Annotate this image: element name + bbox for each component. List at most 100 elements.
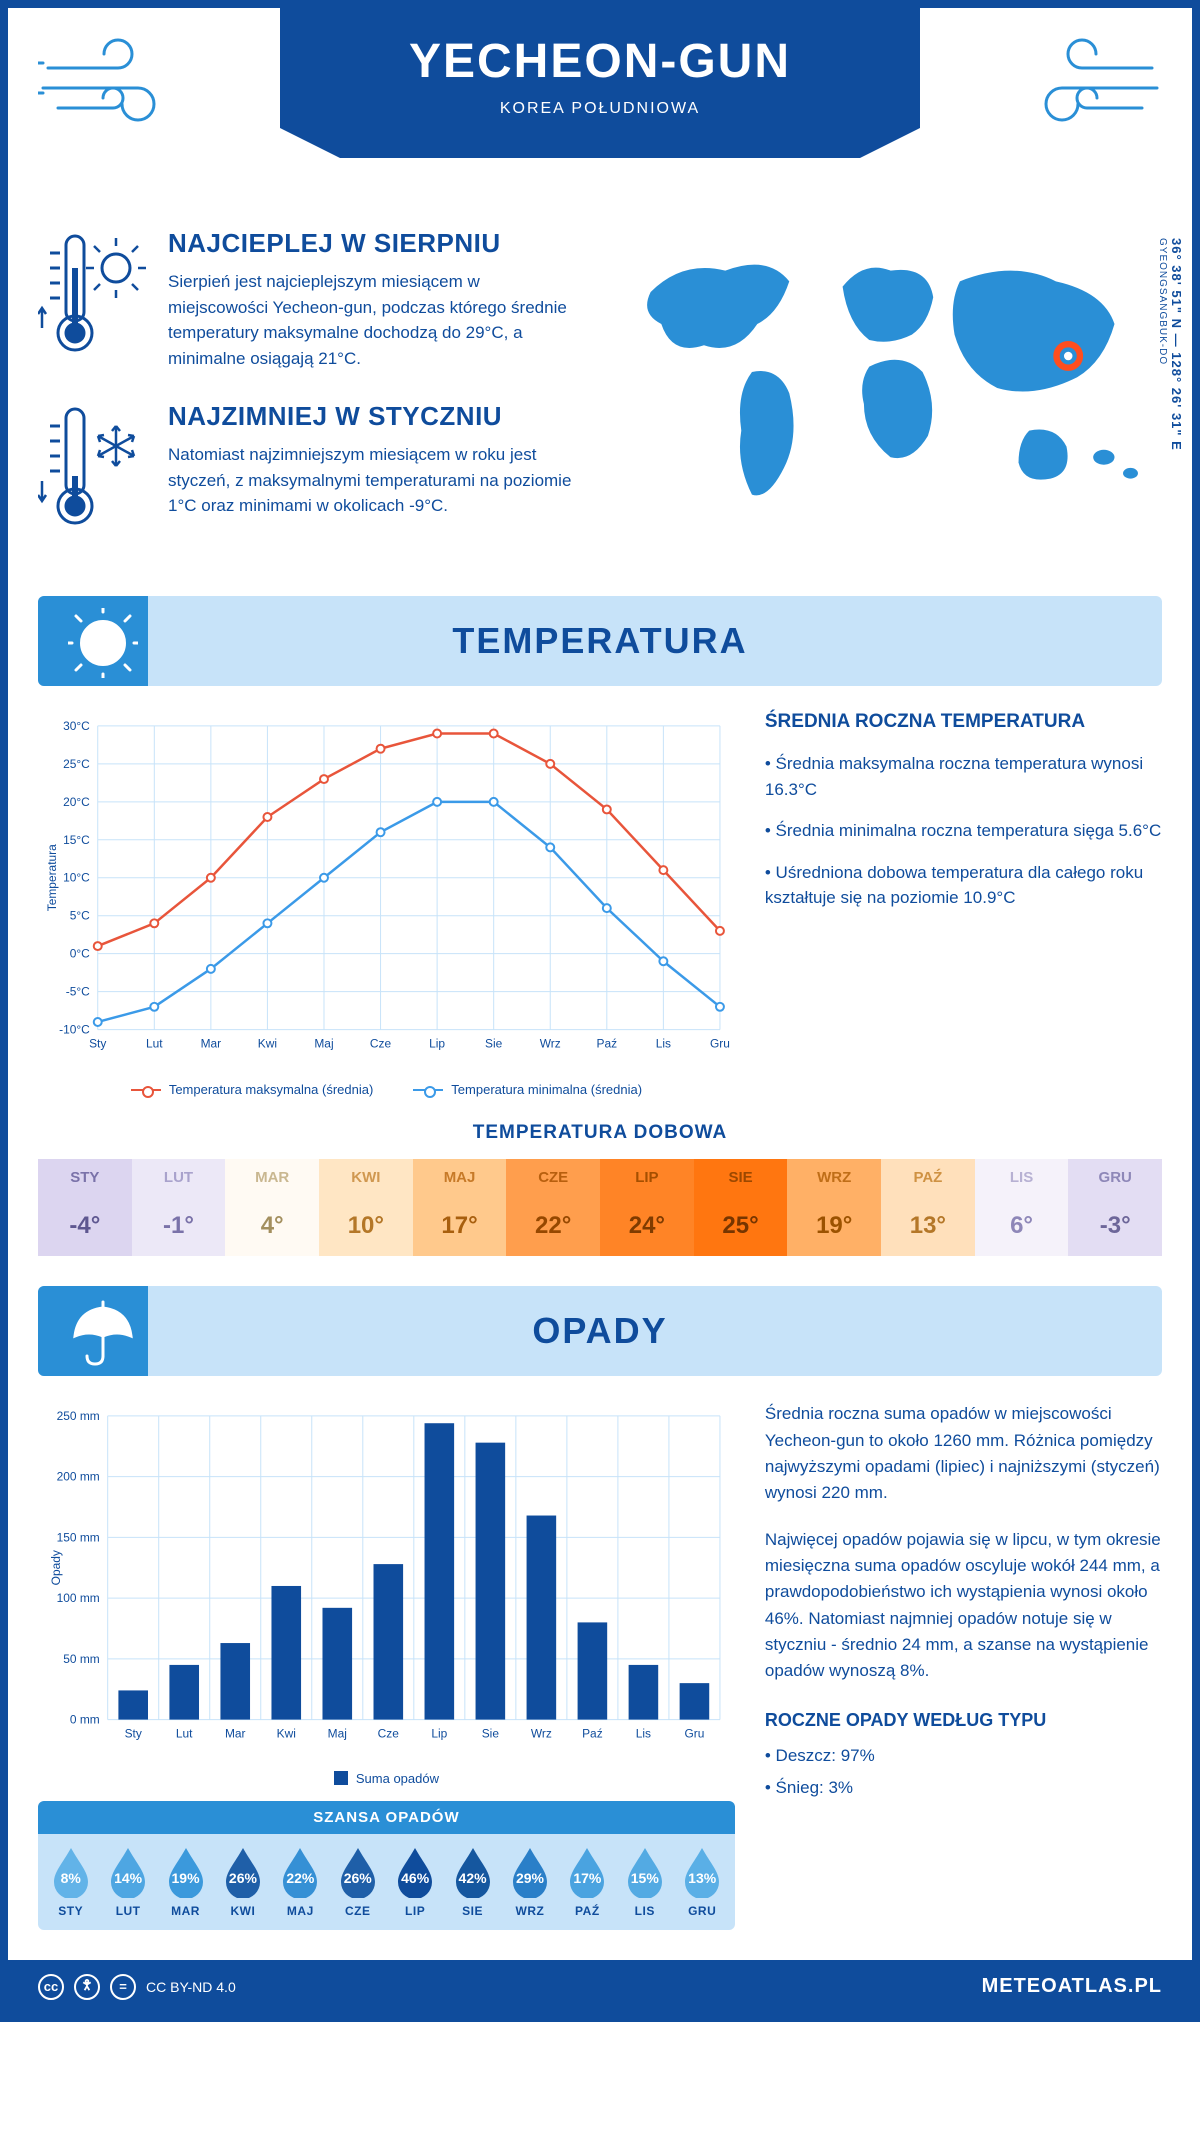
svg-text:Lis: Lis [636,1727,651,1741]
page-subtitle: KOREA POŁUDNIOWA [280,100,920,118]
chance-title: SZANSA OPADÓW [38,1801,735,1834]
svg-text:Opady: Opady [49,1551,63,1586]
daily-temp-cell: MAJ17° [413,1159,507,1256]
svg-text:Lut: Lut [146,1036,163,1050]
daily-temp-cell: LIP24° [600,1159,694,1256]
precip-text: Średnia roczna suma opadów w miejscowośc… [765,1401,1162,1929]
legend-min-label: Temperatura minimalna (średnia) [451,1082,642,1097]
daily-temp-cell: WRZ19° [787,1159,881,1256]
title-banner: YECHEON-GUN KOREA POŁUDNIOWA [280,8,920,158]
daily-temp-cell: GRU-3° [1068,1159,1162,1256]
coordinates: 36° 38' 51" N — 128° 26' 31" E [1169,238,1184,451]
daily-temp-cell: MAR4° [225,1159,319,1256]
chance-cell: 19% MAR [157,1846,214,1918]
daily-temp-cell: CZE22° [506,1159,600,1256]
site-brand: METEOATLAS.PL [982,1975,1162,1998]
chance-cell: 46% LIP [386,1846,443,1918]
svg-text:Temperatura: Temperatura [45,844,59,911]
umbrella-icon [68,1298,138,1368]
legend-max-label: Temperatura maksymalna (średnia) [169,1082,373,1097]
raindrop-icon: 15% [624,1846,666,1898]
raindrop-icon: 29% [509,1846,551,1898]
precip-p2: Najwięcej opadów pojawia się w lipcu, w … [765,1527,1162,1685]
svg-text:Lip: Lip [431,1727,447,1741]
svg-text:200 mm: 200 mm [57,1470,100,1484]
svg-text:Wrz: Wrz [540,1036,561,1050]
chance-cell: 42% SIE [444,1846,501,1918]
sun-icon [68,608,138,678]
raindrop-icon: 8% [50,1846,92,1898]
svg-text:15°C: 15°C [63,833,90,847]
svg-text:25°C: 25°C [63,757,90,771]
temperature-section-header: TEMPERATURA [38,596,1162,686]
svg-text:Kwi: Kwi [277,1727,296,1741]
svg-text:Maj: Maj [314,1036,333,1050]
raindrop-icon: 46% [394,1846,436,1898]
svg-text:150 mm: 150 mm [57,1531,100,1545]
chance-cell: 13% GRU [673,1846,730,1918]
warmest-text: Sierpień jest najcieplejszym miesiącem w… [168,269,578,371]
daily-temp-cell: STY-4° [38,1159,132,1256]
svg-text:Lip: Lip [429,1036,445,1050]
svg-text:Sty: Sty [125,1727,142,1741]
svg-text:Cze: Cze [370,1036,392,1050]
thermometer-snow-icon [38,401,148,536]
nd-icon: = [110,1974,136,2000]
precip-section-header: OPADY [38,1286,1162,1376]
svg-text:Wrz: Wrz [531,1727,552,1741]
annual-temp-b3: • Uśredniona dobowa temperatura dla całe… [765,860,1162,911]
footer: cc 🯆 = CC BY-ND 4.0 METEOATLAS.PL [8,1960,1192,2014]
raindrop-icon: 13% [681,1846,723,1898]
svg-text:Lis: Lis [656,1036,671,1050]
daily-temp-cell: SIE25° [694,1159,788,1256]
svg-text:100 mm: 100 mm [57,1591,100,1605]
svg-text:Sie: Sie [485,1036,503,1050]
daily-temp-strip: STY-4°LUT-1°MAR4°KWI10°MAJ17°CZE22°LIP24… [38,1159,1162,1256]
precip-legend-label: Suma opadów [356,1771,439,1786]
chance-panel: SZANSA OPADÓW 8% STY 14% LUT 19% MAR 26%… [38,1801,735,1930]
raindrop-icon: 26% [222,1846,264,1898]
annual-temp-b1: • Średnia maksymalna roczna temperatura … [765,751,1162,802]
svg-text:Sie: Sie [482,1727,500,1741]
daily-temp-title: TEMPERATURA DOBOWA [38,1122,1162,1144]
raindrop-icon: 17% [566,1846,608,1898]
annual-temp-text: ŚREDNIA ROCZNA TEMPERATURA • Średnia mak… [765,711,1162,1097]
svg-text:Paź: Paź [582,1727,603,1741]
chance-cell: 22% MAJ [272,1846,329,1918]
chance-cell: 14% LUT [99,1846,156,1918]
chance-cell: 15% LIS [616,1846,673,1918]
by-icon: 🯆 [74,1974,100,2000]
svg-text:5°C: 5°C [70,909,90,923]
precip-legend: Suma opadów [38,1771,735,1786]
raindrop-icon: 22% [279,1846,321,1898]
legend-min: .legend-item:nth-child(2) .legend-swatch… [413,1082,642,1097]
page-title: YECHEON-GUN [280,34,920,89]
svg-text:20°C: 20°C [63,795,90,809]
svg-text:Maj: Maj [328,1727,347,1741]
svg-text:10°C: 10°C [63,871,90,885]
raindrop-icon: 26% [337,1846,379,1898]
legend-max: .legend-item:nth-child(1) .legend-swatch… [131,1082,373,1097]
daily-temp-cell: KWI10° [319,1159,413,1256]
svg-text:0°C: 0°C [70,947,90,961]
annual-temp-heading: ŚREDNIA ROCZNA TEMPERATURA [765,711,1162,733]
temperature-section-title: TEMPERATURA [452,620,747,662]
raindrop-icon: 14% [107,1846,149,1898]
warmest-title: NAJCIEPLEJ W SIERPNIU [168,228,578,259]
license-text: CC BY-ND 4.0 [146,1979,236,1995]
svg-text:50 mm: 50 mm [63,1652,100,1666]
svg-text:Kwi: Kwi [258,1036,277,1050]
wind-swirl-icon [38,33,188,133]
svg-text:Sty: Sty [89,1036,106,1050]
svg-text:Mar: Mar [201,1036,222,1050]
raindrop-icon: 42% [452,1846,494,1898]
raindrop-icon: 19% [165,1846,207,1898]
chance-cell: 26% KWI [214,1846,271,1918]
svg-text:-5°C: -5°C [66,985,90,999]
svg-text:Gru: Gru [710,1036,730,1050]
precip-type-heading: ROCZNE OPADY WEDŁUG TYPU [765,1710,1162,1731]
svg-text:-10°C: -10°C [59,1023,90,1037]
precip-type-rain: • Deszcz: 97% [765,1743,1162,1769]
chance-cell: 8% STY [42,1846,99,1918]
cc-icon: cc [38,1974,64,2000]
